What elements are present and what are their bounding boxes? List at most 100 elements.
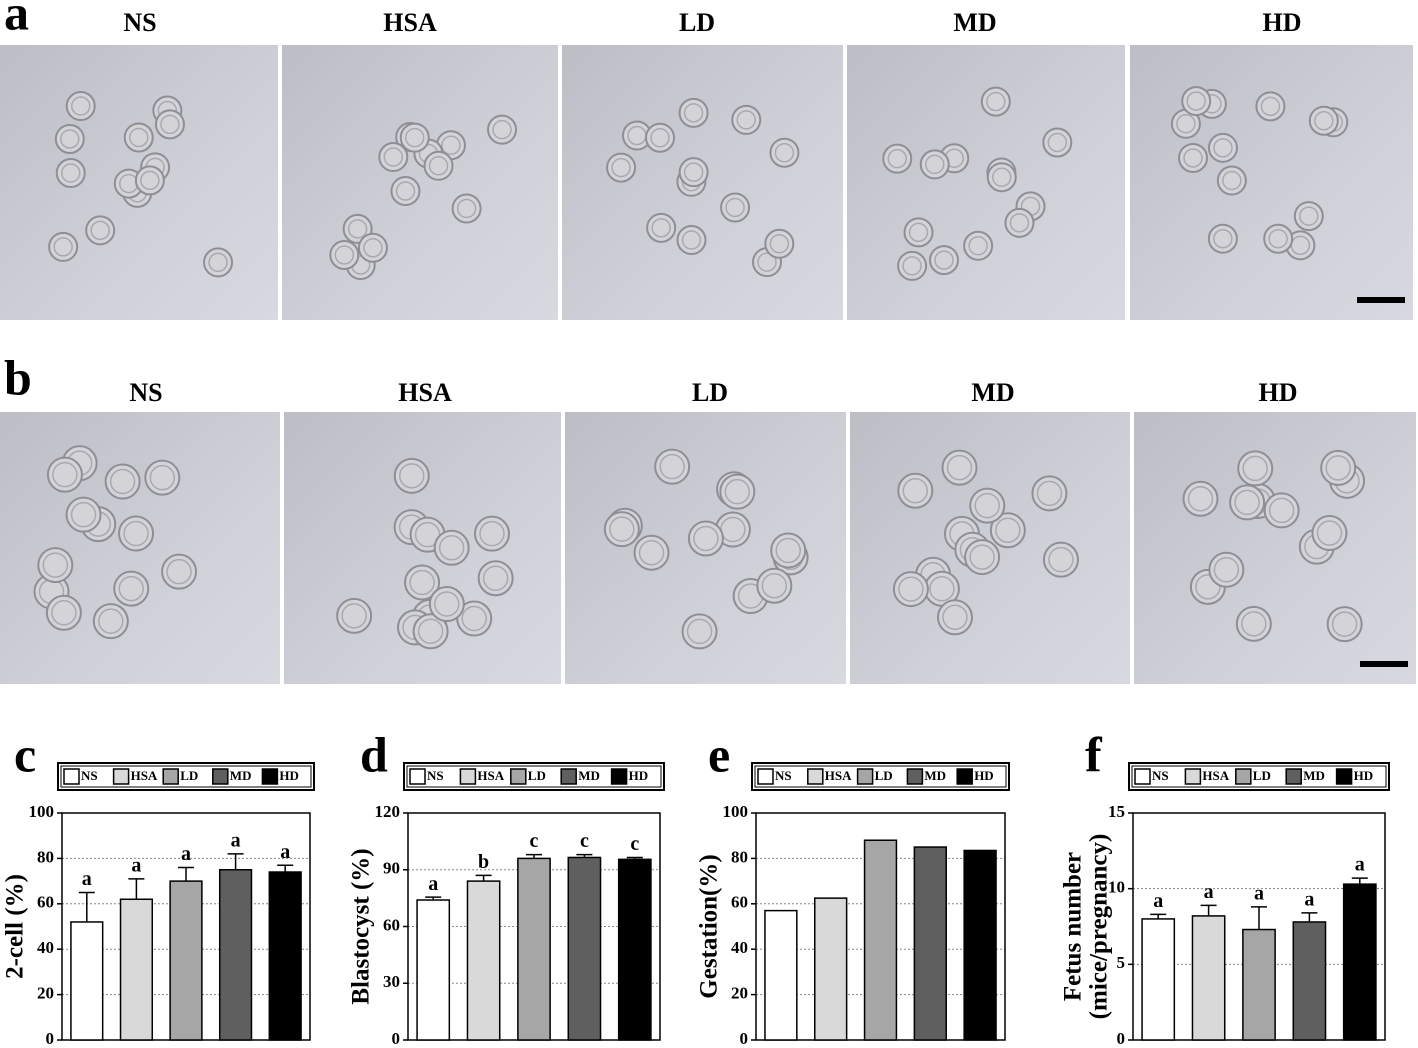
embryo-inner — [208, 252, 228, 273]
legend-swatch — [807, 768, 824, 785]
bar — [1242, 928, 1276, 1041]
embryo-inner — [725, 197, 745, 218]
significance-letter: a — [1254, 882, 1264, 904]
embryo-inner — [934, 250, 954, 270]
y-axis-label: Fetus number — [1060, 852, 1087, 1001]
embryo-inner — [70, 96, 91, 116]
embryo-inner — [995, 517, 1021, 543]
legend-swatch — [1235, 768, 1252, 785]
embryo-inner — [60, 163, 81, 183]
embryo-inner — [724, 478, 751, 505]
bar — [764, 909, 798, 1041]
legend-label: NS — [81, 768, 98, 783]
embryo-inner — [123, 520, 149, 547]
embryo-inner — [1299, 206, 1319, 226]
embryo-inner — [1213, 557, 1240, 583]
embryo-inner — [683, 162, 704, 182]
legend-label: LD — [528, 768, 546, 783]
embryo-inner — [986, 91, 1006, 112]
embryo-inner — [90, 220, 110, 241]
embryo — [423, 150, 454, 181]
embryo — [606, 152, 637, 183]
embryo-inner — [1268, 228, 1288, 249]
significance-letter: a — [1355, 854, 1365, 876]
significance-letter: b — [478, 851, 489, 873]
column-heading: MD — [953, 8, 996, 37]
bar — [268, 871, 302, 1041]
legend-swatch — [162, 768, 179, 785]
embryo-inner — [441, 135, 461, 155]
embryo-inner — [109, 468, 136, 495]
embryo-inner — [70, 501, 97, 528]
embryo-inner — [1195, 574, 1221, 600]
scale-bar — [1360, 661, 1408, 667]
y-tick-label: 60 — [383, 915, 400, 934]
embryo — [399, 122, 430, 153]
embryo — [1178, 142, 1209, 173]
legend-label: LD — [875, 768, 893, 783]
bar — [963, 849, 997, 1041]
embryo — [676, 225, 707, 256]
embryo-inner — [991, 167, 1012, 187]
legend-label: MD — [1303, 768, 1325, 783]
significance-letter: a — [82, 868, 92, 890]
embryo-inner — [968, 236, 988, 256]
column-heading: HD — [1259, 378, 1298, 407]
significance-letter: a — [131, 854, 141, 876]
y-tick-label: 5 — [1117, 953, 1126, 972]
legend-swatch — [1184, 768, 1202, 785]
embryo — [203, 247, 234, 278]
embryo — [1255, 91, 1286, 122]
bar — [1342, 883, 1377, 1041]
embryo — [134, 165, 165, 196]
embryo — [1216, 165, 1247, 196]
bar — [814, 897, 848, 1041]
legend-swatch — [856, 768, 874, 785]
scale-bar — [1357, 297, 1405, 303]
embryo-inner — [902, 256, 922, 276]
y-tick-label: 40 — [731, 938, 748, 957]
embryo-inner — [363, 238, 383, 258]
y-tick-label: 80 — [731, 847, 748, 866]
embryo — [1207, 132, 1238, 163]
embryo — [85, 215, 116, 246]
legend-swatch — [757, 768, 774, 785]
embryo — [451, 193, 482, 224]
legend-label: HD — [629, 768, 649, 783]
y-tick-label: 80 — [37, 847, 54, 866]
error-bar — [128, 878, 145, 900]
legend-frame — [403, 762, 665, 791]
embryo-inner — [438, 535, 465, 561]
error-bar — [178, 866, 194, 882]
embryo-inner — [611, 157, 631, 178]
column-heading: HD — [1263, 8, 1302, 37]
embryo — [678, 97, 709, 128]
error-bar — [576, 853, 593, 858]
legend-frame-inner — [406, 765, 662, 788]
error-bar — [277, 864, 294, 873]
embryo-inner — [428, 156, 449, 176]
embryo — [1181, 86, 1212, 117]
y-tick-label: 40 — [37, 938, 54, 957]
embryo-inner — [98, 608, 124, 634]
panel-label: e — [708, 726, 730, 782]
bar — [119, 898, 154, 1041]
legend-label: MD — [578, 768, 600, 783]
significance-letter: a — [1153, 890, 1163, 912]
embryo-inner — [461, 605, 487, 632]
legend-label: HSA — [131, 768, 158, 783]
y-tick-label: 0 — [740, 1029, 749, 1048]
embryo-inner — [609, 516, 635, 542]
embryo-inner — [42, 552, 69, 578]
embryo-inner — [383, 147, 404, 167]
significance-letter: a — [1204, 881, 1214, 903]
column-heading: LD — [692, 378, 728, 407]
embryo-inner — [1186, 91, 1206, 111]
legend-label: HD — [974, 768, 994, 783]
embryo-inner — [929, 576, 955, 602]
embryo-inner — [404, 127, 425, 148]
y-tick-label: 20 — [731, 984, 748, 1003]
embryo-inner — [1234, 489, 1260, 516]
y-tick-label: 60 — [731, 893, 748, 912]
significance-letter: a — [280, 841, 290, 863]
